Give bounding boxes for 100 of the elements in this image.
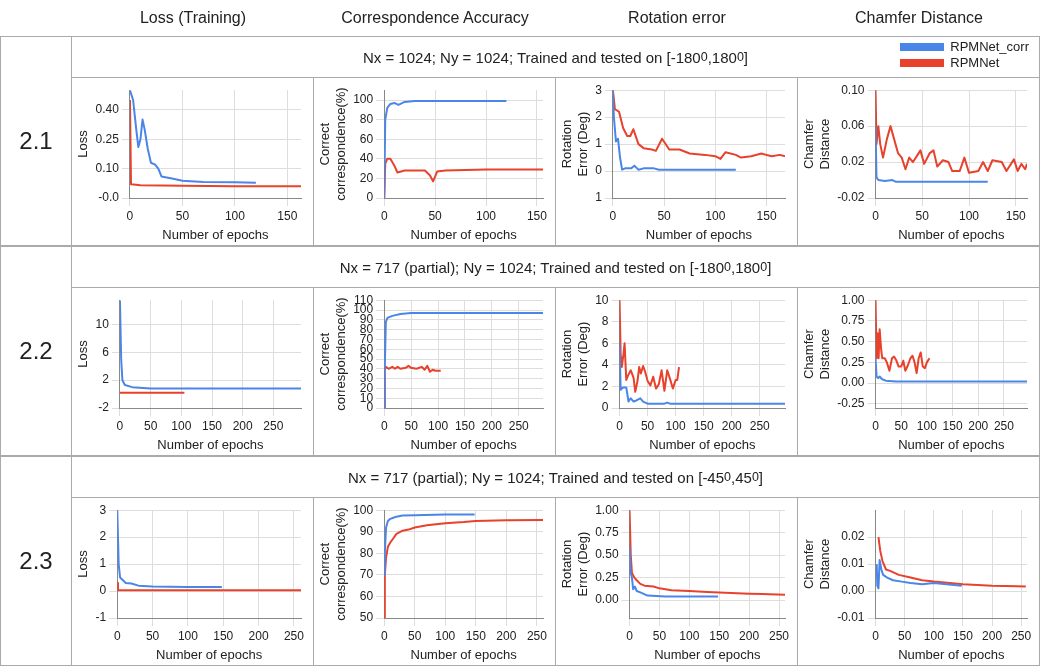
x-tick-label: 200	[738, 628, 759, 643]
x-tick-label: 200	[481, 418, 502, 433]
x-axis-title: Number of epochs	[897, 436, 1005, 452]
y-tick-label: 0.50	[594, 546, 619, 561]
y-tick-label: 80	[359, 111, 374, 126]
x-tick-label: 100	[665, 418, 686, 433]
y-tick-label: 1	[594, 135, 602, 150]
x-axis-title: Number of epochs	[161, 226, 269, 242]
y-tick-label: 60	[359, 131, 374, 146]
x-tick-label: 50	[175, 208, 189, 223]
y-tick-label: 2	[601, 378, 609, 393]
x-tick-label: 150	[942, 418, 963, 433]
x-axis-title: Number of epochs	[409, 436, 517, 452]
x-tick-label: 150	[1005, 208, 1026, 223]
x-tick-label: 100	[704, 208, 726, 223]
text: 2.3	[0, 456, 72, 666]
x-tick-label: 50	[427, 208, 442, 223]
x-tick-label: 100	[678, 628, 700, 643]
y-axis-title: Chamfer Distance	[800, 538, 832, 589]
y-axis-title: Chamfer Distance	[800, 118, 832, 169]
y-axis-title: Correct correspondence(%)	[316, 296, 348, 411]
x-tick-label: 200	[232, 418, 253, 433]
x-axis-title: Number of epochs	[156, 436, 264, 452]
x-axis-title: Number of epochs	[897, 646, 1005, 662]
y-tick-label: 90	[359, 523, 374, 538]
x-axis-title: Number of epochs	[645, 226, 753, 242]
y-tick-label: 10	[594, 292, 609, 307]
x-tick-label: 150	[465, 628, 486, 643]
x-axis-title: Number of epochs	[409, 646, 517, 662]
y-tick-label: 0.50	[840, 333, 865, 348]
x-tick-label: 0	[380, 418, 388, 433]
y-tick-label: 0	[366, 189, 374, 204]
x-tick-label: 250	[1010, 628, 1032, 643]
y-tick-label: 0.75	[840, 312, 865, 327]
x-tick-label: 50	[897, 628, 912, 643]
y-tick-label: 10	[95, 316, 109, 331]
x-tick-label: 100	[427, 418, 448, 433]
y-tick-label: 40	[359, 150, 374, 165]
legend-label: RPMNet	[950, 55, 1000, 70]
x-tick-label: 100	[475, 208, 496, 223]
y-axis-title: Loss	[74, 549, 90, 578]
y-tick-label: -2	[97, 399, 109, 414]
x-tick-label: 250	[508, 418, 529, 433]
x-tick-label: 150	[201, 418, 222, 433]
x-tick-label: 250	[283, 628, 304, 643]
y-tick-label: 6	[601, 335, 609, 350]
y-tick-label: 0.02	[840, 153, 865, 168]
y-axis-title: Rotation Error (Deg)	[558, 321, 590, 387]
x-tick-label: 50	[652, 628, 666, 643]
x-tick-label: 50	[656, 208, 671, 223]
x-tick-label: 50	[143, 418, 158, 433]
x-tick-label: 250	[526, 628, 547, 643]
x-tick-label: 150	[212, 628, 234, 643]
chart-title: Loss (Training)	[138, 8, 248, 28]
x-tick-label: 250	[768, 628, 789, 643]
y-tick-label: 4	[601, 356, 609, 371]
x-tick-label: 50	[640, 418, 655, 433]
y-axis-title: Correct correspondence(%)	[316, 506, 348, 621]
x-tick-label: 0	[126, 208, 134, 223]
y-tick-label: 0.06	[840, 117, 865, 132]
y-axis-title: Loss	[74, 339, 90, 368]
legend-label: RPMNet_corr	[950, 39, 1029, 54]
x-tick-label: 200	[967, 418, 989, 433]
x-tick-label: 0	[871, 208, 879, 223]
y-tick-label: 2	[594, 108, 602, 123]
x-tick-label: 150	[952, 628, 973, 643]
y-tick-label: 60	[359, 588, 374, 603]
x-tick-label: 50	[894, 418, 908, 433]
y-tick-label: 0.40	[95, 101, 119, 116]
x-tick-label: 0	[380, 628, 388, 643]
x-tick-label: 200	[248, 628, 269, 643]
y-axis-title: Loss	[74, 129, 90, 158]
y-tick-label: 1	[594, 189, 602, 204]
x-tick-label: 250	[749, 418, 770, 433]
y-tick-label: -0.0	[97, 189, 119, 204]
y-tick-label: 0.25	[594, 569, 619, 584]
x-tick-label: 100	[170, 418, 192, 433]
y-tick-label: 0.25	[840, 354, 865, 369]
chart-title: Correspondence Accuracy	[340, 8, 530, 28]
y-tick-label: 0.00	[594, 591, 619, 606]
x-tick-label: 100	[434, 628, 456, 643]
y-tick-label: 0	[99, 582, 107, 597]
y-tick-label: 0.75	[594, 524, 619, 539]
text: 2.1	[0, 36, 72, 246]
x-tick-label: 50	[407, 628, 422, 643]
x-tick-label: 100	[958, 208, 979, 223]
x-tick-label: 50	[915, 208, 929, 223]
y-tick-label: 0.00	[840, 582, 865, 597]
x-tick-label: 150	[756, 208, 777, 223]
x-tick-label: 0	[380, 208, 388, 223]
y-tick-label: 3	[99, 502, 107, 517]
chart-title: Rotation error	[627, 8, 727, 28]
x-tick-label: 150	[693, 418, 714, 433]
y-axis-title: Correct correspondence(%)	[316, 86, 348, 201]
x-tick-label: 0	[871, 628, 879, 643]
x-tick-label: 100	[923, 628, 944, 643]
y-tick-label: 0.10	[840, 82, 865, 97]
y-tick-label: 3	[594, 82, 602, 97]
y-tick-label: 0.10	[95, 160, 119, 175]
x-axis-title: Number of epochs	[648, 436, 756, 452]
